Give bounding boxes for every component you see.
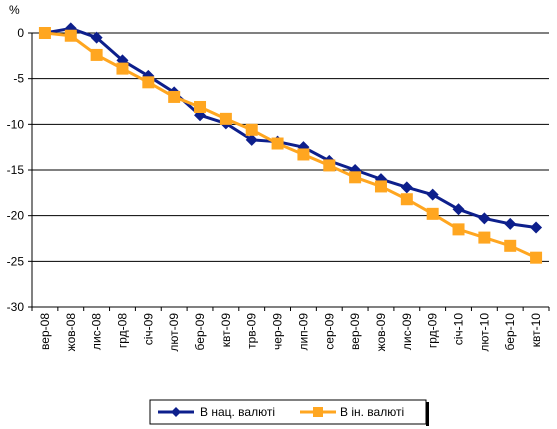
x-tick-label: грд-09	[426, 313, 440, 348]
data-point-series-2	[478, 231, 491, 244]
x-tick-label: лют-10	[477, 313, 491, 352]
x-tick-label: сер-09	[322, 313, 336, 350]
data-point-series-2	[64, 29, 77, 42]
legend-shadow	[426, 402, 429, 426]
data-point-series-2	[271, 137, 284, 150]
data-point-series-2	[323, 159, 336, 172]
data-point-series-2	[297, 148, 310, 161]
y-tick-label: -30	[7, 300, 25, 314]
data-point-series-1	[452, 203, 465, 216]
y-tick-label: 0	[17, 26, 24, 40]
x-tick-label: січ-10	[452, 313, 466, 346]
grid-lines	[32, 32, 549, 308]
y-axis-ticks: 0 -5 -10 -15 -20 -25 -30	[7, 26, 32, 314]
data-point-series-2	[530, 251, 543, 264]
data-point-series-1	[90, 31, 103, 44]
data-point-series-2	[38, 27, 51, 39]
legend-marker-1	[171, 407, 181, 417]
data-point-series-2	[219, 112, 232, 125]
x-tick-label: жов-08	[64, 313, 78, 352]
data-point-series-2	[194, 100, 207, 113]
y-unit-label: %	[9, 3, 20, 17]
y-tick-label: -25	[7, 254, 25, 268]
x-tick-label: лип-09	[296, 313, 310, 351]
data-point-series-1	[426, 188, 439, 201]
y-tick-label: -5	[13, 72, 24, 86]
data-point-series-1	[504, 217, 517, 230]
data-point-series-1	[530, 221, 543, 234]
legend-marker-2	[313, 407, 323, 417]
data-point-series-2	[142, 76, 155, 89]
data-point-series-1	[400, 181, 413, 194]
x-axis-ticks: вер-08 жов-08 лис-08 грд-08 січ-09 лют-09 бер-…	[31, 307, 550, 352]
data-point-series-1	[478, 212, 491, 225]
data-point-series-2	[245, 123, 258, 136]
data-point-series-2	[452, 223, 465, 236]
legend-label-2: В ін. валюті	[340, 405, 404, 419]
x-tick-label: квт-10	[529, 313, 543, 348]
y-tick-label: -10	[7, 117, 25, 131]
x-tick-label: жов-09	[374, 313, 388, 352]
data-point-series-2	[116, 62, 129, 75]
series-group	[38, 22, 543, 264]
x-tick-label: бер-10	[503, 313, 517, 351]
x-tick-label: січ-09	[141, 313, 155, 346]
data-point-series-2	[168, 90, 181, 103]
x-tick-label: лют-09	[167, 313, 181, 352]
legend: В нац. валюті В ін. валюті	[149, 399, 429, 426]
x-tick-label: вер-09	[348, 313, 362, 350]
data-point-series-2	[90, 48, 103, 61]
x-tick-label: лис-09	[400, 313, 414, 350]
y-tick-label: -20	[7, 209, 25, 223]
y-tick-label: -15	[7, 163, 25, 177]
x-tick-label: трв-09	[245, 313, 259, 349]
x-tick-label: лис-08	[90, 313, 104, 350]
data-point-series-2	[374, 180, 387, 193]
legend-box	[149, 399, 427, 425]
data-point-series-2	[504, 239, 517, 252]
legend-label-1: В нац. валюті	[200, 405, 275, 419]
x-tick-label: вер-08	[38, 313, 52, 350]
x-tick-label: чер-09	[271, 313, 285, 350]
data-point-series-2	[400, 193, 413, 206]
x-tick-label: квт-09	[219, 313, 233, 348]
data-point-series-2	[426, 207, 439, 220]
data-point-series-1	[64, 22, 77, 35]
x-tick-label: бер-09	[193, 313, 207, 351]
data-point-series-2	[349, 171, 362, 184]
data-point-series-1	[245, 133, 258, 146]
x-tick-label: грд-08	[115, 313, 129, 348]
